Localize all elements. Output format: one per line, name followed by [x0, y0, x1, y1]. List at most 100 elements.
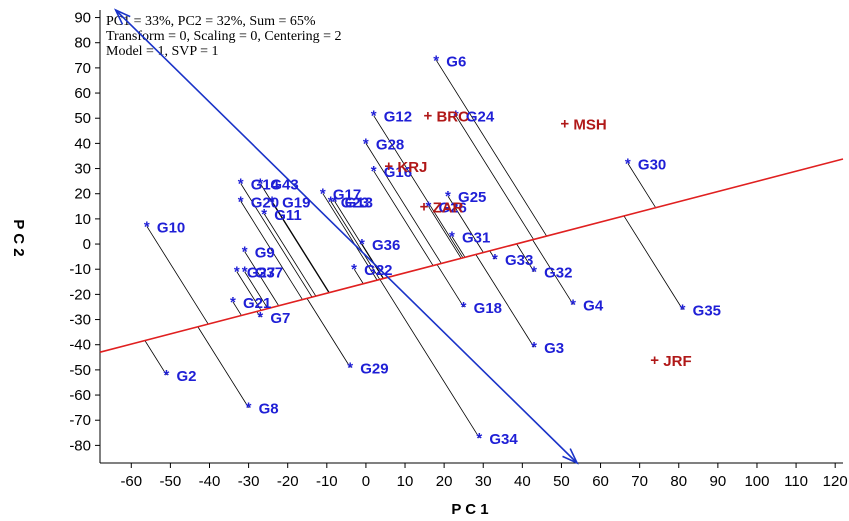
genotype-marker: *: [320, 186, 326, 203]
genotype-label: G2: [176, 368, 196, 385]
info-line-1: PC1 = 33%, PC2 = 32%, Sum = 65%: [106, 14, 316, 29]
genotype-label: G6: [446, 53, 466, 70]
projection-line: [373, 115, 464, 259]
projection-line: [365, 143, 442, 264]
genotype-label: G23: [341, 194, 369, 211]
y-tick-label: 30: [74, 161, 91, 178]
environment-marker: +: [560, 115, 569, 132]
genotype-label: G9: [255, 245, 275, 262]
genotype-marker: *: [531, 264, 537, 281]
y-tick-label: -30: [69, 312, 91, 329]
genotype-marker: *: [230, 294, 236, 311]
environment-label: ZAR: [433, 199, 464, 216]
projection-line: [244, 271, 269, 309]
genotype-marker: *: [476, 430, 482, 447]
x-tick-label: 90: [710, 473, 727, 490]
projection-line: [373, 170, 434, 266]
y-tick-label: -50: [69, 362, 91, 379]
projection-line: [259, 183, 330, 293]
projection-line: [627, 163, 657, 208]
y-axis-title: P C 2: [10, 219, 27, 256]
genotype-marker: *: [425, 198, 431, 215]
x-tick-label: -60: [120, 473, 142, 490]
projection-line: [435, 60, 547, 237]
y-tick-label: 20: [74, 186, 91, 203]
genotype-marker: *: [238, 176, 244, 193]
projection-line: [263, 213, 317, 297]
projection-line: [232, 301, 242, 316]
arrow-head-bottom: [562, 448, 579, 465]
x-ticks: -60 -50 -40 -30 -20 -10 0 10 20 30 40 50 60 70 80 90 100…: [120, 463, 848, 490]
x-tick-label: 100: [744, 473, 769, 490]
x-tick-label: 80: [670, 473, 687, 490]
genotype-marker: *: [570, 296, 576, 313]
ordinate-arrow-layer: [113, 8, 579, 465]
genotype-marker: *: [238, 193, 244, 210]
genotype-label: G35: [693, 302, 721, 319]
y-tick-label: -60: [69, 387, 91, 404]
genotype-marker: *: [461, 299, 467, 316]
y-tick-label: -70: [69, 412, 91, 429]
genotype-marker: *: [242, 264, 248, 281]
y-tick-label: 60: [74, 85, 91, 102]
points-layer: * G6* G12 * G24* G28* G16* G30* G43* G14* G17* G23*…: [144, 52, 721, 448]
genotype-marker: *: [257, 176, 263, 193]
x-axis-title: P C 1: [451, 501, 488, 518]
genotype-marker: *: [680, 301, 686, 318]
genotype-marker: *: [328, 193, 334, 210]
info-box: PC1 = 33%, PC2 = 32%, Sum = 65% Transfor…: [106, 14, 341, 59]
genotype-label: G33: [505, 252, 533, 269]
y-tick-label: 50: [74, 110, 91, 127]
environment-marker: +: [423, 108, 432, 125]
x-tick-label: 50: [553, 473, 570, 490]
genotype-marker: *: [261, 206, 267, 223]
genotype-marker: *: [433, 52, 439, 69]
x-tick-label: 20: [436, 473, 453, 490]
projection-line: [451, 236, 466, 258]
x-tick-label: 120: [823, 473, 848, 490]
genotype-label: G26: [438, 199, 466, 216]
genotype-marker: *: [531, 339, 537, 356]
genotype-label: G20: [251, 194, 279, 211]
y-tick-label: 70: [74, 60, 91, 77]
genotype-marker: *: [163, 367, 169, 384]
genotype-marker: *: [234, 264, 240, 281]
genotype-label: G19: [282, 194, 310, 211]
genotype-label: G28: [376, 136, 404, 153]
genotype-label: G22: [364, 262, 392, 279]
x-tick-label: -40: [199, 473, 221, 490]
projection-line: [322, 193, 378, 281]
genotype-label: G8: [259, 401, 279, 418]
ordinate-arrow: [115, 9, 578, 464]
projection-line: [353, 269, 364, 284]
x-tick-label: 110: [784, 473, 808, 490]
genotype-label: G37: [255, 265, 283, 282]
genotype-label: G14: [251, 177, 280, 194]
y-tick-label: -10: [69, 261, 91, 278]
genotype-label: G27: [247, 265, 275, 282]
projection-line: [271, 201, 330, 293]
genotype-label: G11: [274, 207, 302, 224]
genotype-label: G43: [270, 177, 298, 194]
genotype-label: G13: [345, 194, 373, 211]
x-tick-label: 40: [514, 473, 531, 490]
y-tick-label: -20: [69, 286, 91, 303]
info-line-2: Transform = 0, Scaling = 0, Centering = …: [106, 29, 341, 44]
genotype-label: G34: [489, 431, 518, 448]
y-tick-label: 40: [74, 135, 91, 152]
genotype-label: G30: [638, 157, 666, 174]
genotype-marker: *: [347, 359, 353, 376]
x-tick-label: -10: [316, 473, 338, 490]
y-tick-label: -40: [69, 337, 91, 354]
y-tick-label: -80: [69, 437, 91, 454]
genotype-marker: *: [445, 188, 451, 205]
projection-line: [236, 271, 262, 311]
arrow-head-top: [113, 8, 131, 25]
x-tick-label: 30: [475, 473, 492, 490]
genotype-marker: *: [332, 193, 338, 210]
projection-line: [240, 201, 303, 300]
projection-line: [256, 311, 261, 318]
genotype-marker: *: [144, 218, 150, 235]
genotype-marker: *: [453, 108, 459, 125]
reference-line-layer: [99, 158, 844, 353]
